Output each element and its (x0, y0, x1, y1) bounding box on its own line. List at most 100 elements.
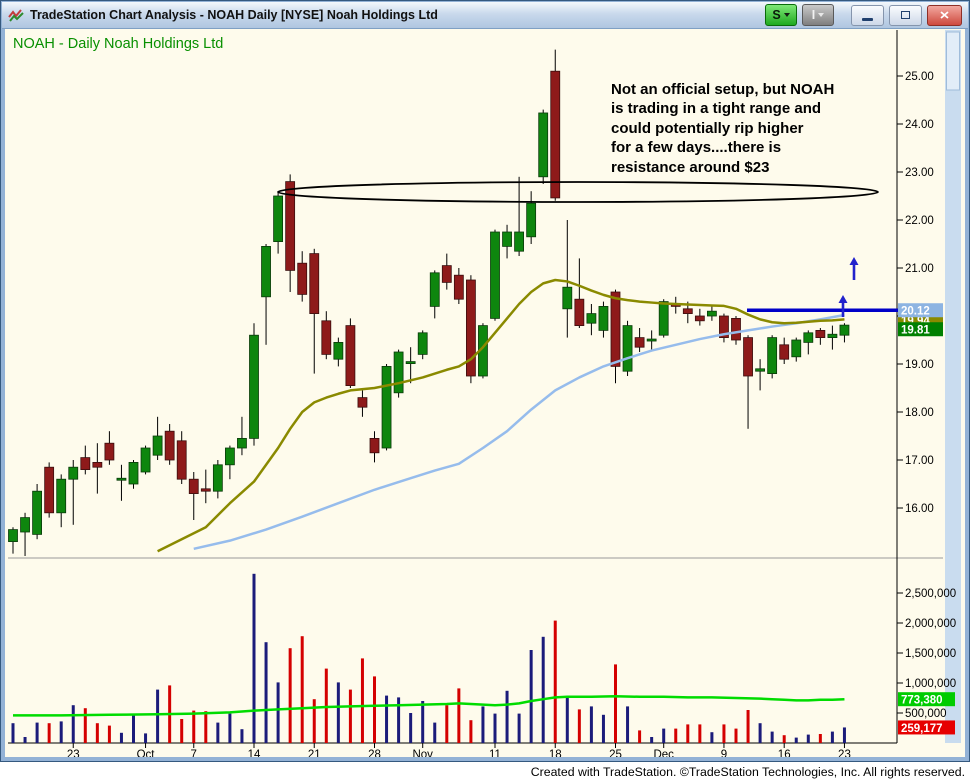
volume-moving-average-line (13, 694, 845, 717)
candle (514, 231, 524, 252)
volume-bar (577, 709, 581, 743)
candle (80, 457, 91, 471)
volume-bar (553, 620, 557, 743)
volume-tick-label: 1,000,000 (905, 678, 956, 690)
candle (140, 447, 151, 473)
resistance-ellipse[interactable] (277, 181, 879, 203)
chevron-down-icon (783, 13, 790, 17)
date-tick-label: 23 (838, 749, 851, 761)
candle (719, 315, 729, 339)
volume-bar (397, 697, 401, 743)
style-dropdown-button[interactable]: S (765, 4, 797, 26)
candle (562, 286, 573, 310)
volume-bar (11, 723, 15, 743)
volume-bar (421, 701, 425, 743)
volume-bar (47, 723, 51, 743)
candle (297, 262, 308, 295)
volume-bar (204, 711, 208, 743)
candle (610, 291, 621, 367)
interval-dropdown-button[interactable]: I (802, 4, 834, 26)
interval-button-label: I (811, 8, 816, 22)
fast-moving-average-line (157, 278, 845, 553)
date-tick-label: 11 (489, 749, 501, 761)
volume-bar (192, 710, 196, 743)
candle (694, 315, 705, 322)
candle (285, 181, 296, 271)
volume-bar (83, 708, 87, 743)
candle (200, 488, 211, 492)
volume-bar (758, 723, 762, 743)
annotation-line: could potentially rip higher (611, 119, 804, 137)
up-arrow-head[interactable] (849, 257, 859, 265)
price-tick-label: 24.00 (905, 119, 934, 131)
date-tick-label: Dec (653, 749, 674, 761)
scrollbar-thumb[interactable] (946, 31, 960, 91)
minimize-button[interactable] (851, 4, 884, 26)
price-tick-label: 22.00 (905, 215, 934, 227)
volume-bar (180, 719, 184, 743)
candle (164, 430, 175, 461)
volume-bar (228, 713, 232, 743)
volume-bar (95, 723, 99, 743)
candle (116, 477, 127, 481)
volume-bar (107, 725, 111, 743)
price-tick-label: 23.00 (905, 167, 934, 179)
price-tick-label: 21.00 (905, 263, 934, 275)
close-icon (940, 11, 949, 19)
candle (502, 231, 512, 247)
volume-bar (529, 650, 533, 743)
volume-tick-label: 2,500,000 (905, 588, 956, 600)
volume-bar (710, 732, 714, 743)
price-tick-label: 19.00 (905, 359, 934, 371)
vertical-scrollbar[interactable] (945, 30, 961, 743)
volume-bar (288, 648, 292, 743)
candle (658, 301, 669, 336)
volume-bar (348, 689, 352, 743)
candle (261, 245, 271, 298)
close-button[interactable] (927, 4, 962, 26)
candle (586, 313, 597, 324)
footer-credit: Created with TradeStation. ©TradeStation… (0, 762, 970, 782)
volume-bar (264, 642, 268, 743)
restore-button[interactable] (889, 4, 922, 26)
volume-bar (336, 682, 340, 743)
candle (682, 308, 693, 314)
volume-bar (674, 728, 678, 743)
candle (827, 333, 838, 338)
volume-bar (300, 636, 304, 743)
candle (309, 253, 320, 315)
chart-annotation-text[interactable]: Not an official setup, but NOAH is tradi… (611, 80, 911, 177)
candle (767, 337, 778, 375)
trendline-price-badge (898, 303, 943, 318)
last-volume-badge (898, 720, 955, 735)
candle (550, 70, 561, 199)
volume-bar (252, 573, 256, 743)
up-arrow-head[interactable] (838, 295, 848, 303)
volume-bar (517, 713, 521, 743)
title-bar[interactable]: TradeStation Chart Analysis - NOAH Daily… (2, 2, 968, 29)
volume-bar (794, 737, 798, 743)
chevron-down-icon (818, 13, 825, 17)
last-close-badge-label: 19.81 (901, 325, 930, 337)
last-close-badge (898, 322, 943, 337)
volume-tick-label: 2,000,000 (905, 618, 956, 630)
candle (381, 365, 392, 449)
volume-bar (312, 699, 316, 743)
volume-bar (59, 721, 63, 743)
minimize-icon (862, 17, 873, 21)
candle (321, 320, 332, 355)
volume-bar (457, 688, 461, 743)
price-tick-label: 16.00 (905, 503, 934, 515)
volume-bar (746, 710, 750, 743)
volume-bar (842, 727, 846, 743)
volume-bar (276, 682, 280, 743)
volume-bar (505, 690, 509, 743)
restore-icon (901, 11, 910, 19)
annotation-line: Not an official setup, but NOAH (611, 81, 835, 98)
app-icon (8, 8, 24, 22)
slow-moving-average-line (193, 313, 845, 551)
candle (32, 490, 42, 535)
date-tick-label: 7 (191, 749, 197, 761)
